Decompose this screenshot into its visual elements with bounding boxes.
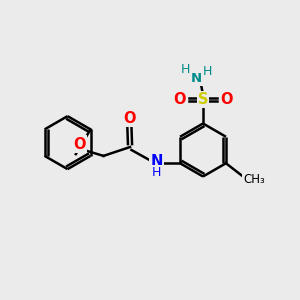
Text: H: H (152, 167, 161, 179)
Text: O: O (73, 136, 86, 152)
Text: N: N (150, 154, 163, 169)
Text: H: H (181, 63, 190, 76)
Text: H: H (203, 65, 212, 78)
Text: CH₃: CH₃ (243, 173, 265, 186)
Text: O: O (220, 92, 233, 107)
Text: N: N (191, 72, 202, 85)
Text: S: S (198, 92, 208, 107)
Text: O: O (123, 111, 136, 126)
Text: O: O (173, 92, 186, 107)
